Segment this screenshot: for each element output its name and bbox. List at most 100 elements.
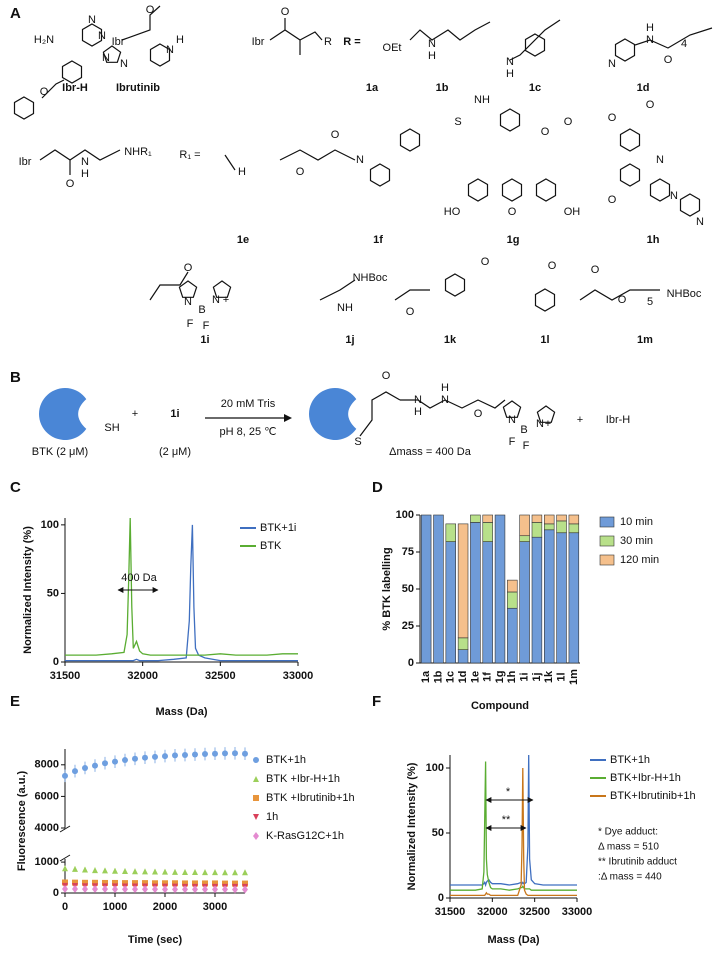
point [92, 867, 98, 874]
atom: R = [343, 36, 360, 48]
atom: Ibr [252, 36, 265, 48]
point [253, 757, 259, 763]
panel-label: B [10, 369, 21, 386]
atom: + [545, 418, 551, 430]
atom: N [102, 52, 110, 64]
arrow-head [284, 414, 292, 422]
atom: N [212, 294, 220, 306]
y-tick-label: 0 [53, 887, 59, 899]
atom: N [656, 154, 664, 166]
annotation: ** [502, 814, 511, 826]
bar-segment [568, 532, 580, 664]
point [62, 879, 68, 886]
x-tick-label: 32000 [127, 670, 158, 682]
legend-label: BTK [260, 540, 282, 552]
ring [444, 273, 466, 297]
atom: O [608, 112, 617, 124]
point [102, 760, 108, 767]
point [212, 880, 218, 887]
point [122, 885, 128, 894]
bar-segment [420, 514, 432, 664]
bar-segment [519, 535, 530, 542]
point [92, 879, 98, 886]
point [62, 884, 68, 893]
atom: N [81, 156, 89, 168]
point [222, 885, 228, 894]
ring [13, 96, 35, 120]
point [162, 753, 168, 760]
legend-label: BTK +Ibrutinib+1h [266, 792, 355, 804]
atom: H [238, 166, 246, 178]
legend-label: 30 min [620, 535, 653, 547]
point [182, 885, 188, 894]
ring [534, 288, 556, 312]
point [132, 880, 138, 887]
atom: N [508, 414, 516, 426]
point [102, 879, 108, 886]
y-tick-label: 75 [402, 546, 414, 558]
ring [399, 128, 421, 152]
bar-segment [544, 529, 555, 664]
y-tick-label: 100 [426, 762, 444, 774]
point [212, 885, 218, 894]
spectrum-line [65, 524, 298, 662]
atom: N [88, 14, 96, 26]
point [202, 885, 208, 894]
x-axis-label: Mass (Da) [488, 934, 540, 946]
point [112, 879, 118, 886]
bar-segment [507, 591, 518, 609]
bar-segment [544, 514, 555, 525]
plus: + [577, 414, 583, 426]
x-tick-label: 1000 [103, 901, 127, 913]
bar-segment [482, 514, 493, 523]
atom: N [98, 30, 106, 42]
atom: Ibr [19, 156, 32, 168]
y-tick-label: 100 [41, 519, 59, 531]
point [62, 772, 68, 779]
compound-label: Ibrutinib [116, 82, 160, 94]
point [192, 885, 198, 894]
legend-label: 120 min [620, 554, 659, 566]
spectrum-line [450, 767, 577, 897]
y-axis-label: Normalized Intensity (%) [406, 762, 418, 890]
ring [619, 163, 641, 187]
panel-label: A [10, 5, 21, 22]
x-tick-label: 1l [555, 672, 567, 681]
point [253, 776, 259, 782]
x-tick-label: 1c [445, 671, 457, 683]
ring [467, 178, 489, 202]
atom: N [184, 296, 192, 308]
point [202, 751, 208, 758]
x-axis-label: Compound [471, 700, 529, 712]
y-tick-label: 25 [402, 620, 414, 632]
point [62, 865, 68, 872]
compound-label: 1h [647, 234, 660, 246]
atom: N [506, 56, 514, 68]
condition: pH 8, 25 ℃ [220, 426, 277, 438]
spectrum-line [65, 517, 298, 656]
y-axis-label: Normalized Intensity (%) [22, 526, 34, 654]
ring [524, 33, 546, 57]
atom: NH [474, 94, 490, 106]
point [142, 880, 148, 887]
bar-segment [556, 514, 567, 522]
atom: R [324, 36, 332, 48]
atom: H [176, 34, 184, 46]
bar-segment [556, 532, 567, 664]
atom: 5 [647, 296, 653, 308]
bar-segment [531, 522, 543, 538]
atom: H [506, 68, 514, 80]
reagent-label: BTK (2 μM) [32, 446, 88, 458]
atom: N [428, 38, 436, 50]
atom: N [120, 58, 128, 70]
ring [501, 178, 523, 202]
x-tick-label: 1f [482, 672, 494, 682]
bond [224, 154, 236, 171]
note: ** Ibrutinib adduct [598, 857, 677, 868]
x-axis-label: Time (sec) [128, 934, 183, 946]
point [182, 752, 188, 759]
atom: NHBoc [353, 272, 388, 284]
x-tick-label: 1a [420, 670, 432, 683]
